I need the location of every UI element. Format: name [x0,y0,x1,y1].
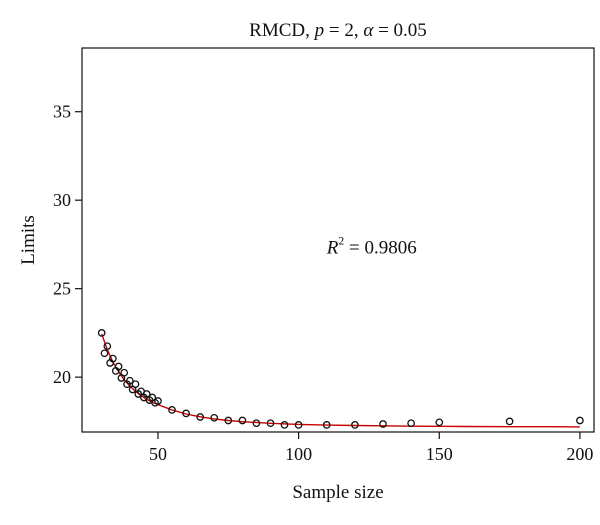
data-point [576,416,584,425]
data-point [97,329,106,337]
data-point [131,380,140,389]
data-point [294,421,303,429]
data-point [435,418,444,427]
y-tick-label: 30 [53,190,71,210]
data-point [379,420,387,428]
data-point [125,376,134,385]
x-tick-label: 200 [566,444,593,464]
data-point [224,416,233,425]
data-point [120,368,129,377]
chart-title: RMCD, p = 2, α = 0.05 [249,20,427,41]
data-point [351,421,359,429]
data-point [100,349,109,358]
data-point [505,417,514,426]
data-point [252,419,261,428]
y-tick-label: 35 [53,102,71,122]
data-point [103,342,112,351]
data-point [168,406,176,414]
x-tick-label: 50 [149,444,167,464]
data-point [109,354,117,363]
data-point [266,419,275,428]
y-axis-label: Limits [18,215,39,265]
y-tick-label: 25 [53,279,71,299]
data-point [407,419,415,428]
data-point [210,413,219,422]
x-tick-label: 150 [426,444,453,464]
data-point [114,362,123,371]
data-point [280,421,289,429]
x-axis-label: Sample size [292,482,383,503]
plot-frame [81,47,595,433]
r-squared-annotation: R2 = 0.9806 [326,233,417,258]
x-axis: 50 100 150 200 [149,432,593,464]
y-tick-label: 20 [53,367,71,387]
data-points [97,329,584,429]
data-point [322,421,331,429]
x-tick-label: 100 [285,444,312,464]
data-point [182,409,190,418]
data-point [196,413,205,421]
data-point [142,390,151,398]
y-axis: 20 25 30 35 [53,102,82,387]
data-point [154,397,162,405]
data-point [238,416,247,425]
